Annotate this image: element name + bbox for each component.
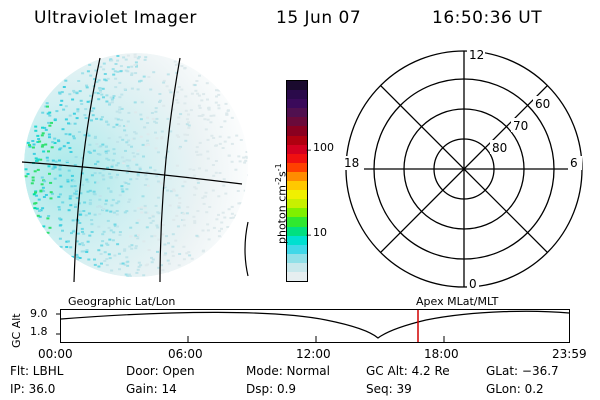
- meridian-line: [159, 57, 181, 283]
- gc-alt-tick-9: 9.0: [30, 307, 48, 320]
- polar-mlt-plot: 12 18 6 0 60 70 80: [342, 47, 583, 291]
- colorbar-segment: [287, 244, 307, 254]
- door-status: Door: Open: [126, 364, 195, 378]
- colorbar-tick-10: 10: [313, 226, 327, 239]
- colorbar-unit-label: photon cm-2s-1: [274, 163, 289, 244]
- mlt-label-12: 12: [469, 48, 484, 62]
- gc-alt-status: GC Alt: 4.2 Re: [366, 364, 450, 378]
- time-label: 16:50:36 UT: [432, 8, 543, 28]
- mlt-label-0: 0: [469, 277, 477, 291]
- colorbar-segment: [287, 190, 307, 200]
- colorbar-segment: [287, 81, 307, 91]
- emission-speckles: [24, 53, 248, 277]
- limb-arc: [244, 221, 249, 277]
- colorbar-segment: [287, 162, 307, 172]
- lat-label-70: 70: [513, 119, 528, 133]
- colorbar-segment: [287, 117, 307, 127]
- altitude-curve: [60, 310, 570, 339]
- colorbar-segment: [287, 108, 307, 118]
- altitude-timeline-plot: [56, 309, 570, 343]
- colorbar-segment: [287, 99, 307, 109]
- time-tick-2359: 23:59: [552, 347, 587, 361]
- apex-mlat-mlt-label: Apex MLat/MLT: [416, 295, 499, 308]
- colorbar-segment: [287, 208, 307, 218]
- mode-status: Mode: Normal: [246, 364, 330, 378]
- lat-label-80: 80: [492, 141, 507, 155]
- ip-status: IP: 36.0: [10, 382, 56, 396]
- gc-alt-tick-1.8: 1.8: [30, 325, 48, 338]
- colorbar-tick-mark: –: [306, 228, 312, 241]
- time-tick-0000: 00:00: [38, 347, 73, 361]
- date-label: 15 Jun 07: [276, 8, 362, 28]
- time-tick-1800: 18:00: [424, 347, 459, 361]
- mlt-label-6: 6: [570, 156, 578, 170]
- colorbar-segment: [287, 253, 307, 263]
- seq-status: Seq: 39: [366, 382, 412, 396]
- instrument-title: Ultraviolet Imager: [34, 8, 197, 28]
- gc-alt-axis-title: GC Alt: [10, 313, 23, 348]
- colorbar: [286, 80, 308, 282]
- lat-label-60: 60: [535, 97, 550, 111]
- glat-status: GLat: −36.7: [486, 364, 559, 378]
- time-tick-0600: 06:00: [168, 347, 203, 361]
- filter-status: Flt: LBHL: [10, 364, 64, 378]
- colorbar-segment: [287, 171, 307, 182]
- time-tick-1200: 12:00: [296, 347, 331, 361]
- dsp-status: Dsp: 0.9: [246, 382, 297, 396]
- colorbar-tick-mark: –: [306, 143, 312, 156]
- polar-diagonal: [380, 85, 548, 253]
- geographic-latlon-label: Geographic Lat/Lon: [68, 295, 176, 308]
- colorbar-segment: [287, 135, 307, 145]
- colorbar-segment: [287, 226, 307, 236]
- uv-emission-disk: [24, 53, 248, 277]
- colorbar-segment: [287, 181, 307, 191]
- meridian-line: [73, 57, 101, 283]
- colorbar-segment: [287, 217, 307, 227]
- mlt-label-18: 18: [344, 156, 359, 170]
- colorbar-segment: [287, 262, 307, 272]
- colorbar-segment: [287, 144, 307, 154]
- glon-status: GLon: 0.2: [486, 382, 544, 396]
- geographic-grid: [21, 57, 249, 283]
- gain-status: Gain: 14: [126, 382, 177, 396]
- uv-image-panel: [21, 53, 249, 283]
- colorbar-segment: [287, 153, 307, 163]
- colorbar-segment: [287, 126, 307, 136]
- colorbar-segment: [287, 199, 307, 209]
- colorbar-segment: [287, 235, 307, 245]
- colorbar-tick-100: 100: [313, 141, 334, 154]
- colorbar-segment: [287, 271, 307, 282]
- latitude-line: [21, 161, 243, 185]
- colorbar-segment: [287, 90, 307, 100]
